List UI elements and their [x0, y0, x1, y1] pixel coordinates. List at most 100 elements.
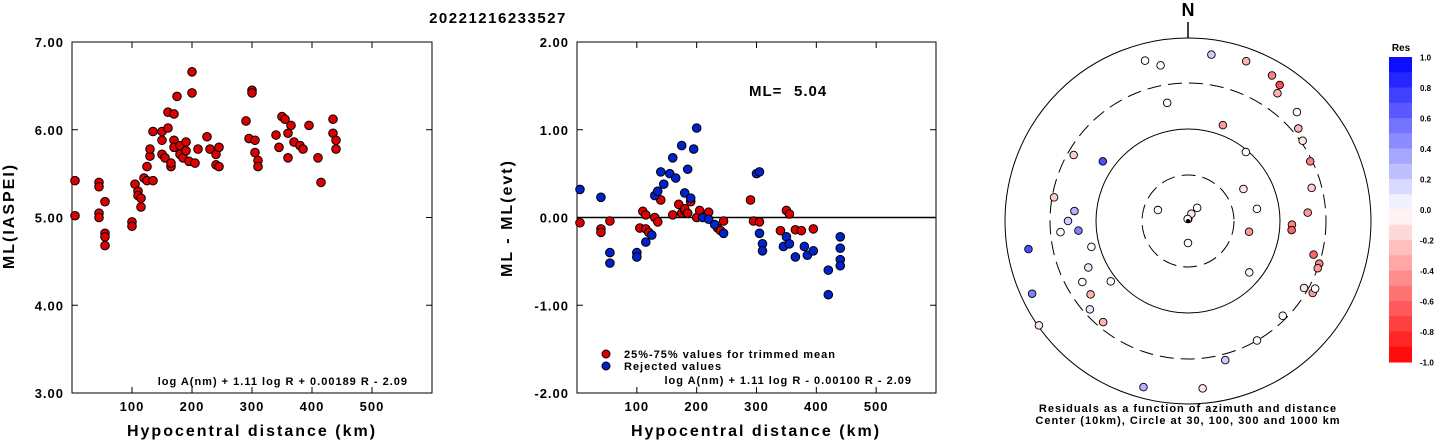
data-point-rejected — [799, 241, 810, 252]
data-point — [271, 130, 281, 140]
x-tick-group: 100 200 300 400 500 — [624, 42, 888, 414]
colorbar-cell — [1389, 87, 1412, 104]
residual-point — [1086, 290, 1095, 299]
colorbar-tick-label: 1.0 — [1420, 54, 1432, 63]
residual-point — [1098, 157, 1108, 166]
residual-point — [1139, 382, 1148, 392]
data-point-rejected — [718, 228, 729, 239]
colorbar-cell — [1389, 57, 1412, 73]
colorbar-cell — [1389, 118, 1412, 134]
x-tick-label: 500 — [360, 399, 385, 414]
colorbar-cell — [1389, 194, 1412, 210]
panel-ml-iaspei: Hypocentral distance (km) ML(IASPEI) log… — [1, 35, 433, 440]
residual-point — [1309, 250, 1318, 259]
residual-point — [1252, 336, 1262, 345]
data-point — [241, 116, 251, 126]
y-tick-group: 3.00 4.00 5.00 6.00 7.00 — [35, 35, 432, 401]
legend-label-rejected: Rejected values — [624, 361, 722, 373]
y-tick-label: 0.00 — [540, 211, 569, 226]
residual-point — [1239, 184, 1248, 194]
data-point-rejected — [667, 153, 678, 163]
residual-point — [1298, 136, 1307, 145]
data-point-rejected — [685, 193, 696, 203]
residual-point — [1085, 305, 1095, 314]
residual-point — [1310, 284, 1320, 293]
colorbar-cell — [1389, 240, 1412, 256]
data-point — [274, 142, 284, 153]
colorbar-cell — [1389, 163, 1412, 180]
y-tick-label: 5.00 — [35, 211, 64, 226]
data-point-trimmed — [605, 216, 615, 226]
data-point — [247, 88, 257, 98]
y-tick-label: 1.00 — [540, 123, 569, 138]
data-point — [214, 161, 224, 172]
data-point — [70, 175, 80, 186]
data-point-rejected — [641, 237, 651, 247]
residual-point — [1087, 242, 1096, 252]
ring-30km — [1141, 174, 1235, 268]
colorbar: Res 1.0 0.8 0.6 0.4 0.2 0.0 -0.2 -0.4 -0.6 -0.8 -1… — [1389, 43, 1434, 368]
residual-point — [1140, 56, 1150, 65]
residual-point — [1287, 225, 1296, 235]
residual-point — [1078, 277, 1087, 287]
data-point — [283, 128, 293, 139]
residual-point — [1278, 311, 1288, 321]
data-point-rejected — [655, 167, 666, 177]
residual-point — [1207, 50, 1216, 59]
residual-point — [1056, 227, 1065, 237]
colorbar-cell — [1389, 270, 1412, 287]
ring-1000km — [1004, 37, 1372, 405]
data-point-rejected — [676, 140, 687, 151]
colorbar-cell — [1389, 102, 1412, 119]
residual-point — [1241, 57, 1251, 66]
residual-point — [1305, 157, 1315, 166]
data-point — [136, 202, 146, 212]
epicenter-marker — [1186, 219, 1190, 223]
colorbar-tick-label: 0.2 — [1420, 176, 1432, 185]
data-point — [214, 142, 224, 153]
data-point-trimmed — [682, 208, 693, 218]
colorbar-cell — [1389, 72, 1412, 88]
data-point — [331, 135, 341, 146]
colorbar-cell — [1389, 285, 1412, 302]
y-tick-label: 6.00 — [35, 123, 64, 138]
caption-line-1: Residuals as a function of azimuth and d… — [1039, 403, 1337, 415]
data-point — [253, 161, 263, 172]
colorbar-cell — [1389, 346, 1412, 363]
colorbar-tick-label: 0.8 — [1420, 84, 1432, 93]
data-point — [316, 177, 326, 188]
residual-point — [1303, 208, 1312, 217]
residual-point — [1273, 88, 1282, 98]
data-point — [100, 240, 110, 251]
data-point-rejected — [596, 192, 606, 203]
data-point — [304, 120, 314, 131]
y-tick-label: 3.00 — [35, 386, 64, 401]
residual-point — [1106, 277, 1116, 286]
residual-point — [1027, 289, 1037, 298]
data-point-trimmed — [808, 224, 819, 234]
data-point-trimmed — [667, 210, 678, 220]
y-tick-label: -1.00 — [534, 298, 569, 313]
legend-label-trimmed: 25%-75% values for trimmed mean — [624, 349, 836, 361]
data-point-trimmed — [784, 209, 795, 219]
data-point-rejected — [652, 186, 663, 196]
data-point-rejected — [691, 123, 702, 133]
panel-azimuth-residuals: N Residuals as a function of azimuth and… — [1004, 0, 1372, 427]
residual-point — [1245, 268, 1254, 277]
y-tick-group: -2.00 -1.00 0.00 1.00 2.00 — [534, 35, 936, 401]
residual-point — [1063, 216, 1073, 226]
residual-point — [1024, 244, 1033, 254]
formula-annotation: log A(nm) + 1.11 log R + 0.00189 R - 2.0… — [158, 376, 408, 388]
residual-point — [1153, 205, 1163, 215]
ring-300km — [1049, 82, 1327, 360]
colorbar-cell — [1389, 224, 1412, 241]
data-point — [148, 175, 158, 186]
residual-point — [1156, 61, 1165, 70]
data-point-rejected — [605, 247, 615, 258]
colorbar-tick-label: 0.6 — [1420, 115, 1432, 124]
ml-label: ML= — [749, 83, 782, 100]
x-tick-label: 200 — [180, 399, 205, 414]
data-point — [205, 144, 215, 154]
colorbar-tick-label: -1.0 — [1420, 359, 1434, 368]
